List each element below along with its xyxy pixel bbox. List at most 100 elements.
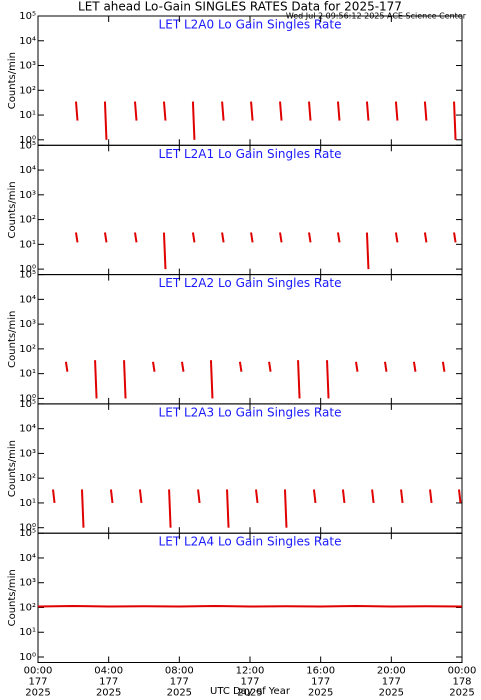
rate-line	[37, 604, 463, 608]
y-tick-label: 10⁴	[19, 36, 36, 47]
x-tick-label: 08:00	[165, 666, 194, 677]
spike	[453, 101, 457, 140]
y-tick-label: 10⁴	[19, 424, 36, 435]
x-tick-year: 2025	[237, 688, 262, 699]
spike	[365, 232, 370, 270]
spike	[355, 361, 359, 372]
spike	[162, 101, 167, 121]
y-tick-label: 10³	[19, 578, 36, 589]
spike	[250, 101, 254, 121]
panel-title: LET L2A0 Lo Gain Singles Rate	[159, 18, 342, 32]
x-tick-day: 177	[240, 677, 259, 688]
x-tick-day: 177	[311, 677, 330, 688]
y-tick-label: 10⁰	[19, 652, 36, 663]
spike	[80, 489, 85, 528]
panel-frame	[37, 15, 463, 146]
y-axis-label: Counts/min	[7, 311, 18, 368]
spike	[74, 232, 79, 243]
spike	[283, 489, 288, 528]
x-tick-label: 00:00	[448, 666, 477, 677]
y-tick-label: 10⁰	[19, 523, 36, 534]
y-tick-label: 10¹	[19, 239, 36, 250]
spike	[453, 232, 457, 243]
spike	[394, 101, 399, 121]
spike	[221, 101, 225, 121]
x-tick-label: 04:00	[94, 666, 123, 677]
y-tick-label: 10²	[19, 85, 36, 96]
y-tick-label: 10²	[19, 215, 36, 226]
spike	[255, 489, 259, 504]
spike	[423, 232, 428, 243]
y-tick-label: 10¹	[19, 110, 36, 121]
x-tick-label: 16:00	[306, 666, 335, 677]
spike	[423, 101, 428, 121]
spike	[250, 232, 254, 243]
spike	[336, 101, 341, 121]
spike	[191, 101, 196, 140]
y-tick-label: 10⁵	[19, 11, 36, 22]
spike	[221, 232, 225, 243]
y-tick-label: 10⁵	[19, 399, 36, 410]
y-tick-label: 10³	[19, 190, 36, 201]
panel-title: LET L2A3 Lo Gain Singles Rate	[159, 405, 342, 419]
y-tick-label: 10³	[19, 319, 36, 330]
y-tick-label: 10⁰	[19, 393, 36, 404]
x-tick-day: 177	[170, 677, 189, 688]
spike	[162, 232, 167, 270]
spike	[341, 489, 346, 504]
spike	[138, 489, 143, 504]
y-tick-label: 10⁰	[19, 264, 36, 275]
x-tick-day: 178	[452, 677, 471, 688]
spike	[336, 232, 341, 243]
y-tick-label: 10²	[19, 473, 36, 484]
spike	[180, 361, 185, 372]
y-axis-label: Counts/min	[7, 181, 18, 238]
spike	[94, 360, 98, 399]
spike	[326, 360, 330, 399]
spike	[383, 361, 388, 372]
spike	[394, 232, 399, 243]
y-tick-label: 10¹	[19, 627, 36, 638]
spike	[279, 101, 283, 121]
x-axis-label: UTC Day of Year	[210, 686, 291, 697]
x-tick-year: 2025	[308, 688, 333, 699]
spike	[209, 360, 214, 399]
y-tick-label: 10⁰	[19, 135, 36, 146]
spike	[365, 101, 370, 121]
spike	[297, 360, 301, 399]
y-tick-label: 10⁴	[19, 553, 36, 564]
y-tick-label: 10⁵	[19, 528, 36, 539]
panel-title: LET L2A2 Lo Gain Singles Rate	[159, 276, 342, 290]
spike	[191, 232, 196, 243]
panel-frame	[37, 144, 463, 276]
y-tick-label: 10⁵	[19, 140, 36, 151]
spike	[412, 361, 417, 372]
y-tick-label: 10³	[19, 448, 36, 459]
spike	[279, 232, 283, 243]
x-tick-year: 2025	[25, 688, 50, 699]
x-tick-day: 177	[28, 677, 47, 688]
y-tick-label: 10¹	[19, 369, 36, 380]
spike	[441, 361, 446, 372]
spike	[133, 101, 138, 121]
spike	[123, 360, 127, 399]
panel-frame	[37, 532, 463, 664]
panel-frame	[37, 274, 463, 405]
x-tick-year: 2025	[379, 688, 404, 699]
x-tick-label: 20:00	[377, 666, 406, 677]
spike	[134, 232, 138, 243]
spike	[429, 489, 433, 504]
spike	[168, 489, 172, 528]
y-axis-label: Counts/min	[7, 52, 18, 109]
y-tick-label: 10¹	[19, 498, 36, 509]
spike	[64, 361, 69, 372]
panel-title: LET L2A4 Lo Gain Singles Rate	[159, 535, 342, 549]
chart-title: LET ahead Lo-Gain SINGLES RATES Data for…	[78, 0, 402, 14]
spike	[312, 489, 317, 504]
y-tick-label: 10⁴	[19, 294, 36, 305]
y-tick-label: 10²	[19, 344, 36, 355]
spike	[197, 489, 201, 504]
x-tick-label: 12:00	[236, 666, 265, 677]
spike	[226, 489, 230, 528]
